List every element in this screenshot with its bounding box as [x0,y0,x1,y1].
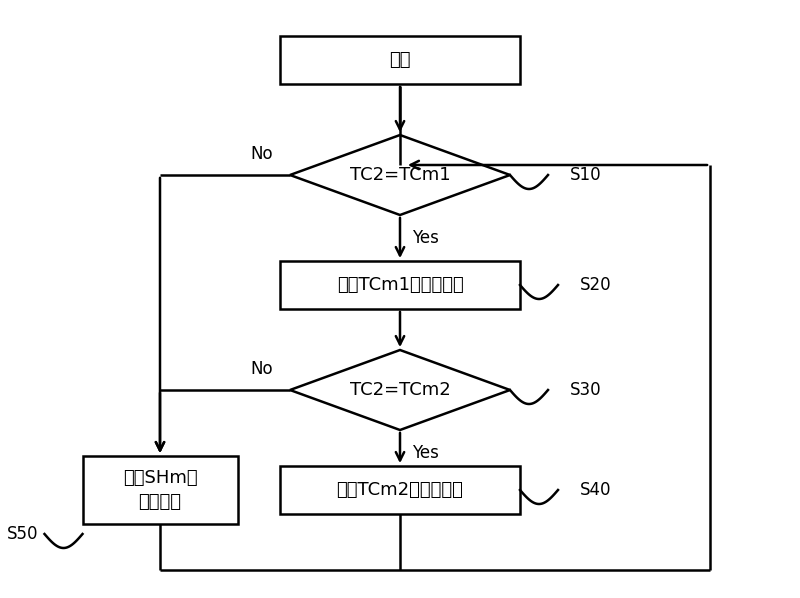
Text: TC2=TCm2: TC2=TCm2 [350,381,450,399]
Text: 根据TCm1调节膨胀阀: 根据TCm1调节膨胀阀 [337,276,463,294]
Polygon shape [290,350,510,430]
Text: No: No [250,145,274,163]
Bar [82,456,238,524]
Text: No: No [250,360,274,378]
Bar [280,466,520,514]
Polygon shape [290,135,510,215]
Text: TC2=TCm1: TC2=TCm1 [350,166,450,184]
Text: S50: S50 [6,525,38,543]
Text: S30: S30 [570,381,602,399]
Text: 节膨胀阀: 节膨胀阀 [138,493,182,511]
Bar [280,36,520,84]
Text: S20: S20 [580,276,612,294]
Text: 根据SHm调: 根据SHm调 [122,469,198,487]
Text: 根据TCm2调节膨胀阀: 根据TCm2调节膨胀阀 [337,481,463,499]
Text: Yes: Yes [412,229,439,247]
Text: 制冷: 制冷 [390,51,410,69]
Text: S40: S40 [580,481,611,499]
Text: Yes: Yes [412,444,439,462]
Bar [280,261,520,309]
Text: S10: S10 [570,166,602,184]
